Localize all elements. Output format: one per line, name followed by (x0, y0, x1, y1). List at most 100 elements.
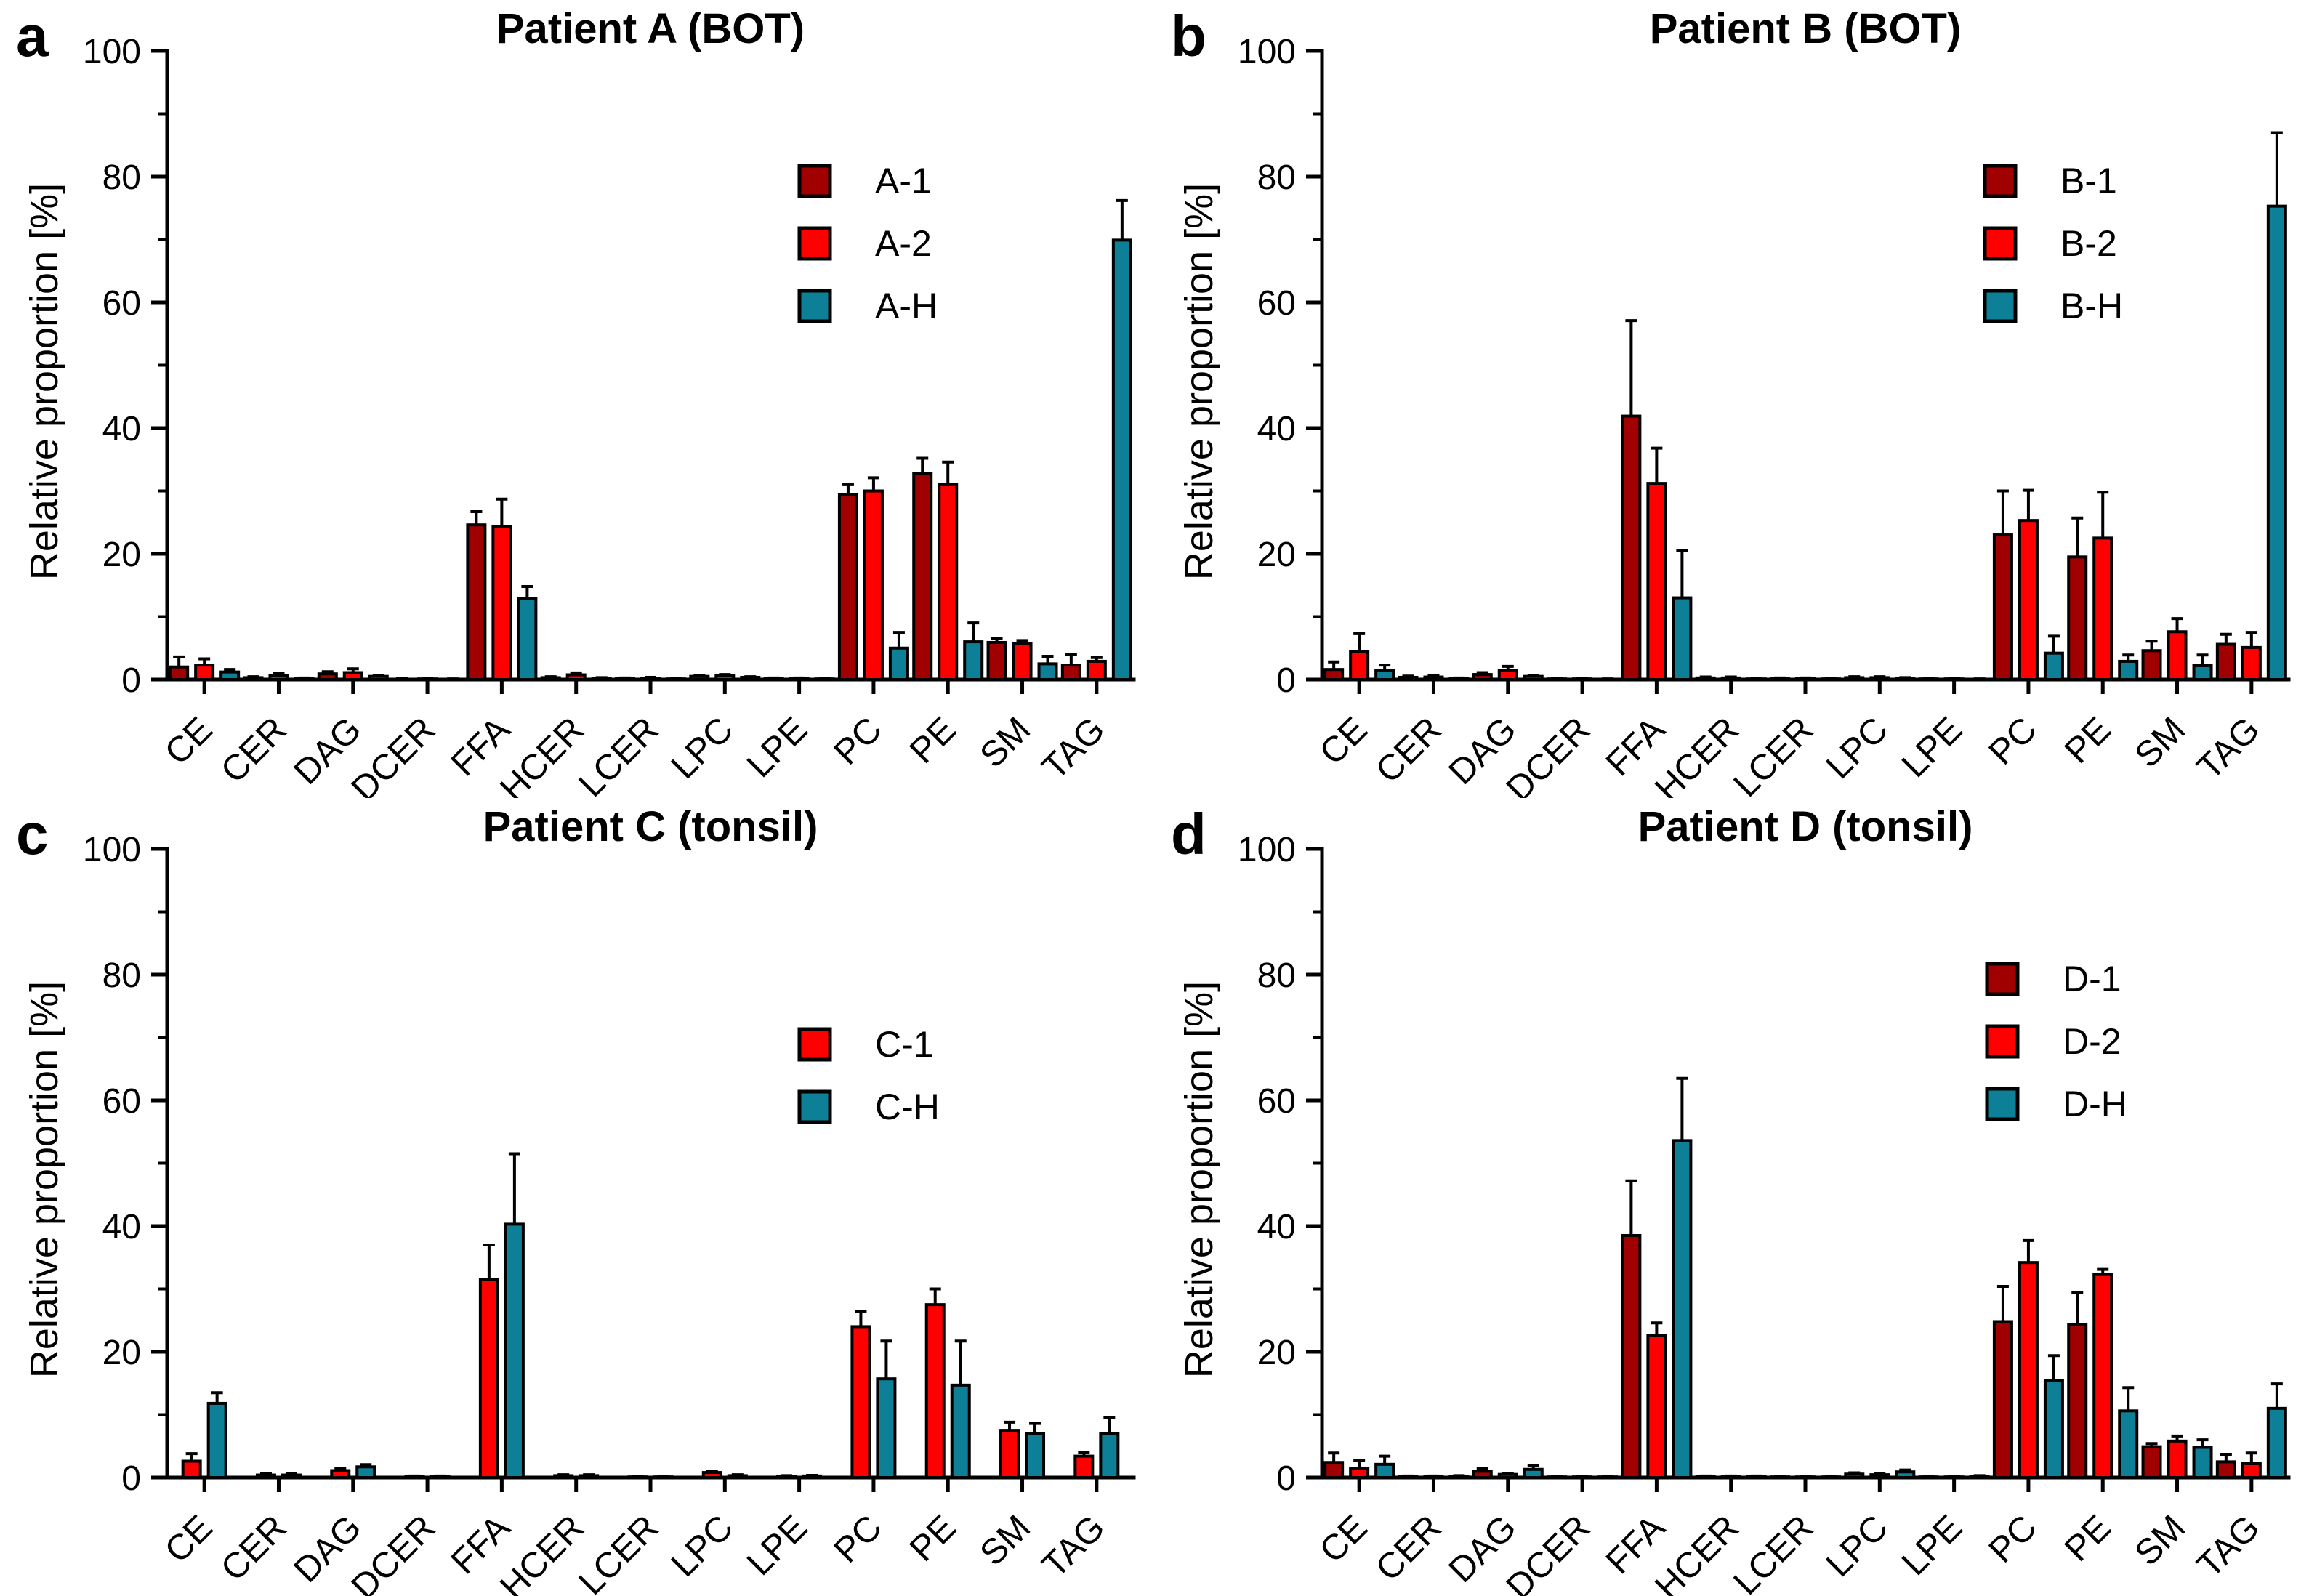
bar (1448, 677, 1470, 682)
legend-label: B-1 (2060, 161, 2117, 201)
bar (565, 673, 587, 682)
x-tick-label: CE (158, 1508, 220, 1571)
bar (2141, 649, 2162, 682)
bar (1398, 675, 1419, 681)
bar-series-A-2 (194, 460, 1107, 682)
bar (1869, 676, 1890, 682)
bar (1844, 1472, 1865, 1479)
bar (169, 665, 190, 682)
bar (950, 1383, 971, 1479)
y-ticks: 0 20 40 60 80 100 (1238, 831, 1322, 1498)
bar (2141, 1445, 2162, 1479)
x-tick-label: LPC (1818, 710, 1895, 787)
panel-letter: c (16, 802, 49, 866)
bar (2043, 1379, 2064, 1479)
bar (1646, 482, 1667, 681)
legend-label: D-H (2063, 1084, 2127, 1124)
bar (219, 670, 241, 681)
bar (1597, 1475, 1619, 1480)
bar (1398, 1475, 1419, 1480)
y-tick-label: 20 (1257, 1334, 1296, 1372)
bar (2215, 1460, 2236, 1479)
x-tick-label: PC (1981, 1508, 2044, 1571)
bar (776, 1475, 797, 1480)
x-tick-label: LCER (1726, 1508, 1821, 1596)
bar (1672, 596, 1693, 681)
panel-patient-d: 0 20 40 60 80 100 CE CER DAG DCER FFA HCER LCER LPC LP… (1155, 798, 2309, 1596)
bar (2167, 1439, 2188, 1480)
bar (863, 489, 884, 681)
x-tick-label: PE (2058, 710, 2119, 771)
bar (1472, 1470, 1493, 1479)
bar (1918, 1475, 1939, 1480)
bar (640, 677, 661, 682)
bar (2092, 1273, 2113, 1479)
bar (1992, 533, 2013, 681)
axes (1318, 49, 2291, 682)
legend-swatch-C-1 (797, 1027, 832, 1062)
bar-series-C-1 (181, 1243, 1095, 1480)
legend-swatch-B-H (1983, 289, 2018, 323)
y-tick-label: 20 (102, 1334, 141, 1372)
bar (2018, 1261, 2039, 1479)
bar (1746, 1475, 1767, 1480)
x-tick-label: HCER (1648, 710, 1746, 798)
x-tick-label: LPE (740, 710, 815, 786)
bar (553, 1474, 574, 1480)
x-tick-label: PE (903, 1508, 964, 1569)
x-tick-label: TAG (1035, 1508, 1113, 1586)
legend-swatch-B-2 (1983, 226, 2018, 261)
bar (281, 1473, 302, 1479)
panel-title: Patient A (BOT) (496, 5, 805, 52)
bar (1720, 1475, 1741, 1480)
legend: B-1 B-2 B-H (1983, 161, 2123, 326)
x-tick-label: CE (158, 710, 220, 773)
bar (963, 640, 984, 681)
legend-swatch-D-H (1985, 1087, 2020, 1121)
x-tick-label: PC (1981, 710, 2044, 773)
y-axis-label: Relative proportion [%] (23, 980, 66, 1379)
legend-label: D-1 (2063, 959, 2121, 999)
bar (1621, 414, 1642, 681)
bar-chart-patient-c: 0 20 40 60 80 100 CE CER DAG DCER FFA HCER LCER LPC LP… (0, 798, 1154, 1596)
bar (740, 675, 761, 681)
legend-swatch-A-H (797, 289, 832, 323)
y-tick-label: 60 (1257, 284, 1296, 323)
x-tick-label: LPC (664, 710, 741, 787)
bar (627, 1475, 648, 1480)
bar (317, 672, 338, 682)
x-tick-label: LCER (571, 710, 666, 798)
bar (1111, 238, 1132, 681)
bar (355, 1465, 376, 1479)
x-tick-label: SM (972, 1508, 1038, 1573)
legend-label: A-H (875, 286, 938, 326)
bar (430, 1475, 451, 1480)
x-tick-label: LPE (740, 1508, 815, 1584)
y-tick-label: 40 (102, 410, 141, 448)
bar (1770, 677, 1790, 682)
x-tick-label: CER (214, 710, 294, 791)
panel-patient-b: 0 20 40 60 80 100 CE CER DAG DCER FFA HCER LCER LPC LP… (1155, 0, 2309, 798)
bar (2192, 1446, 2213, 1479)
y-tick-label: 40 (102, 1208, 141, 1246)
bar (1646, 1334, 1667, 1480)
x-tick-label: CER (1369, 1508, 1449, 1589)
x-tick-label: LPE (1895, 710, 1970, 786)
bar (342, 671, 363, 681)
panel-letter: a (16, 4, 49, 68)
bar (1869, 1473, 1890, 1479)
legend-swatch-D-2 (1985, 1024, 2020, 1059)
legend-swatch-D-1 (1985, 962, 2020, 996)
y-tick-label: 100 (83, 33, 141, 71)
legend-swatch-C-H (797, 1089, 832, 1124)
bar (1099, 1432, 1120, 1480)
panel-title: Patient D (tonsil) (1637, 803, 1973, 850)
y-tick-label: 100 (1238, 831, 1296, 869)
bar (1423, 675, 1444, 681)
legend-swatch-A-2 (797, 226, 832, 261)
bar (1992, 1320, 2013, 1479)
y-tick-label: 0 (121, 661, 141, 700)
bar (1572, 677, 1593, 682)
bar (1943, 1475, 1965, 1480)
